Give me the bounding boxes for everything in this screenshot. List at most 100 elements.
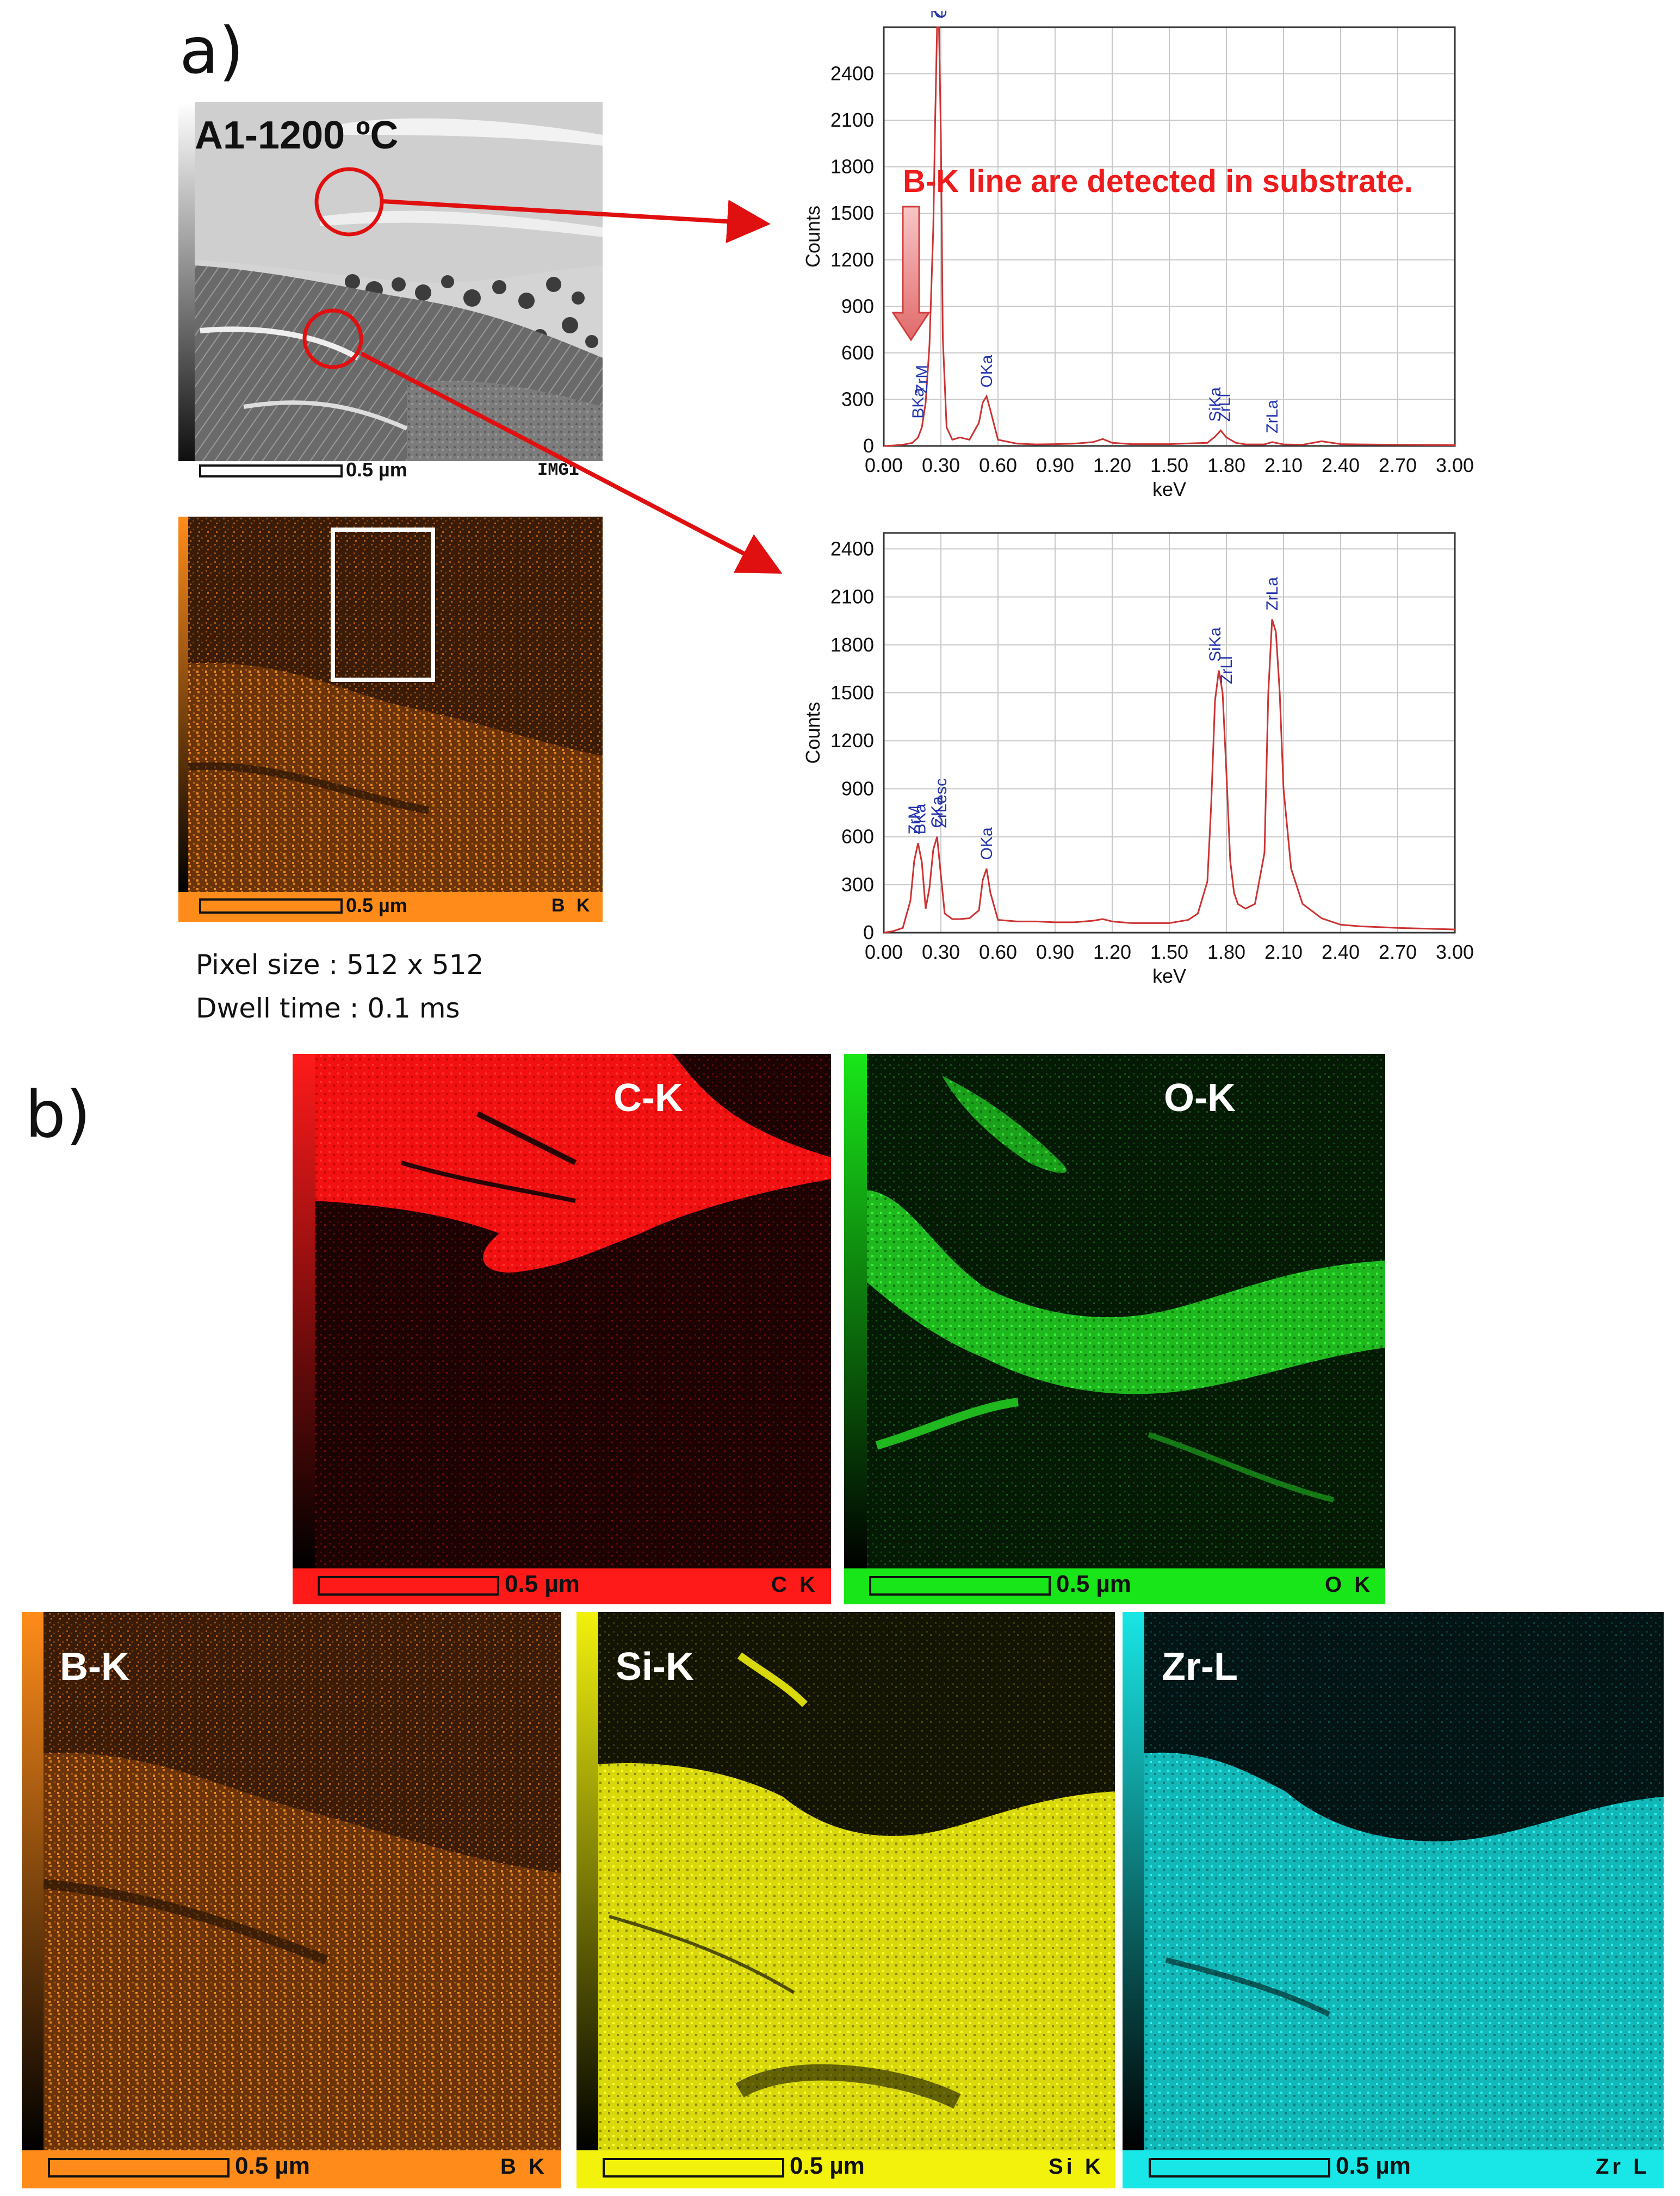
zrl-scale-label: 0.5 µm (1336, 2152, 1411, 2179)
peak-label: ZrLesc (932, 778, 950, 828)
bk-map-channel: B K (551, 895, 593, 916)
y-tick-label: 1200 (830, 249, 874, 271)
y-tick-label: 0 (863, 921, 874, 944)
x-tick-label: 0.60 (979, 454, 1017, 476)
sem-scale-label: 0.5 µm (346, 458, 407, 481)
bk-detected-annotation: B-K line are detected in substrate. (903, 164, 1413, 199)
peak-label: ZrM (906, 805, 923, 834)
sik-channel: Si K (1049, 2155, 1104, 2179)
sem-micrograph (178, 102, 603, 483)
peak-label: ZrM (913, 365, 931, 394)
bk-elemental-map (178, 517, 603, 922)
y-tick-label: 900 (841, 777, 874, 799)
x-tick-label: 1.80 (1207, 454, 1245, 476)
peak-label: ZrLl (1218, 656, 1236, 684)
x-tick-label: 0.90 (1036, 941, 1074, 963)
x-tick-label: 2.40 (1322, 454, 1360, 476)
x-tick-label: 2.70 (1379, 941, 1417, 963)
peak-label: CKa (928, 796, 946, 828)
eds-spectrum-2: 0 300 600 900 1200 1500 1800 2100 2400 0.00 0.30 0.… (789, 517, 1496, 1006)
ok-map-title: O-K (1164, 1076, 1236, 1120)
fiber-circle-marker (302, 308, 363, 369)
zrl-channel: Zr L (1596, 2155, 1650, 2179)
y-tick-label: 1800 (830, 156, 874, 178)
peak-label: ZrLl (1216, 394, 1234, 422)
arrow-to-spectrum-1 (381, 199, 771, 244)
x-tick-label: 1.50 (1150, 454, 1188, 476)
bk-map-panel-a: 0.5 µm B K (178, 517, 603, 922)
x-tick-label: 0.30 (922, 941, 960, 963)
bk-map-scale-label: 0.5 µm (346, 894, 407, 916)
arrow-to-spectrum-2 (360, 351, 783, 574)
x-tick-label: 0.60 (979, 941, 1017, 963)
plot-frame (883, 26, 1456, 447)
peak-label: ZrLa (1263, 577, 1281, 611)
ck-map: C-K 0.5 µm C K (293, 1054, 831, 1604)
x-tick-label: 3.00 (1436, 454, 1474, 476)
y-tick-label: 300 (841, 873, 874, 896)
x-tick-label: 2.70 (1379, 454, 1417, 476)
y-tick-label: 1200 (830, 729, 874, 752)
y-tick-label: 1500 (830, 681, 874, 704)
y-tick-label: 0 (863, 435, 874, 457)
zrl-map-title: Zr-L (1162, 1645, 1238, 1689)
y-tick-label: 1500 (830, 202, 874, 224)
x-tick-label: 0.90 (1036, 454, 1074, 476)
y-tick-label: 600 (841, 342, 874, 364)
y-tick-label: 2400 (830, 537, 874, 560)
ok-scale-label: 0.5 µm (1056, 1571, 1131, 1597)
pixel-size-text: Pixel size : 512 x 512 (196, 949, 484, 981)
x-tick-label: 0.00 (865, 454, 903, 476)
y-tick-label: 2100 (830, 586, 874, 608)
selection-rectangle (331, 528, 435, 682)
y-tick-label: 300 (841, 388, 874, 410)
bk-map: B-K 0.5 µm B K (22, 1612, 561, 2188)
bk-channel: B K (500, 2155, 548, 2179)
sik-map-title: Si-K (616, 1645, 694, 1689)
x-tick-label: 2.10 (1264, 454, 1303, 476)
y-tick-label: 900 (841, 295, 874, 317)
peak-label: SiKa (1206, 627, 1224, 662)
ok-map: O-K 0.5 µm O K (844, 1054, 1385, 1604)
x-tick-label: 1.80 (1207, 941, 1245, 963)
ck-scale-label: 0.5 µm (505, 1571, 580, 1597)
spectrum-line (883, 619, 1455, 934)
x-tick-label: 2.40 (1322, 941, 1360, 963)
x-tick-label: 1.50 (1150, 941, 1188, 963)
plot-frame (883, 532, 1456, 934)
sem-image: A1-1200 ºC 0.5 µm IMG1 (178, 102, 603, 483)
y-tick-label: 2400 (830, 63, 874, 85)
x-tick-label: 1.20 (1093, 454, 1131, 476)
eds-spectrum-1: 0 300 600 900 1200 1500 1800 2100 2400 0.00 0.30 0.… (789, 0, 1496, 511)
y-tick-label: 600 (841, 826, 874, 848)
panel-b-label: b) (25, 1077, 91, 1152)
x-tick-label: 3.00 (1436, 941, 1474, 963)
peak-label: BKa (909, 388, 927, 419)
x-axis-label: keV (1152, 478, 1186, 500)
bk-scale-label: 0.5 µm (235, 2152, 310, 2179)
dwell-time-text: Dwell time : 0.1 ms (196, 992, 460, 1024)
x-tick-label: 1.20 (1093, 941, 1131, 963)
peak-label: ZrLa (1263, 400, 1281, 433)
x-axis-label: keV (1152, 965, 1186, 987)
y-axis-label: Counts (802, 702, 824, 764)
peak-label: OKa (978, 355, 996, 387)
spectrum-1-plot: 0 300 600 900 1200 1500 1800 2100 2400 0.00 0.30 0.… (802, 0, 1474, 500)
panel-a-label: a) (179, 13, 244, 88)
x-tick-label: 0.30 (922, 454, 960, 476)
ck-channel: C K (771, 1573, 819, 1597)
y-tick-label: 2100 (830, 109, 874, 131)
spectrum-line (883, 26, 1455, 447)
peak-label: OKa (978, 827, 996, 860)
x-tick-label: 2.10 (1264, 941, 1303, 963)
sem-title: A1-1200 ºC (195, 114, 399, 157)
sik-map: Si-K 0.5 µm Si K (576, 1612, 1115, 2188)
y-axis-label: Counts (802, 206, 824, 268)
bk-map-title: B-K (60, 1645, 129, 1689)
down-arrow-icon (891, 206, 931, 342)
ck-map-title: C-K (613, 1076, 683, 1120)
ok-channel: O K (1325, 1573, 1374, 1597)
spectrum-2-plot: 0 300 600 900 1200 1500 1800 2100 2400 0.00 0.30 0.… (802, 532, 1474, 987)
zrl-map: Zr-L 0.5 µm Zr L (1123, 1612, 1664, 2188)
connector-arrows (360, 199, 931, 574)
